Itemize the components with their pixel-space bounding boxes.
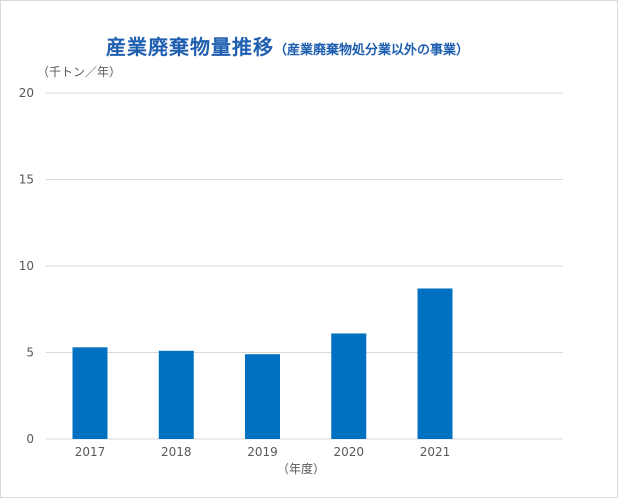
y-tick-label: 20: [19, 86, 34, 100]
bar-2021: [417, 288, 453, 439]
chart-subtitle: （産業廃棄物処分業以外の事業）: [274, 43, 470, 58]
y-tick-label: 0: [26, 432, 34, 446]
bar-2018: [158, 350, 194, 439]
bar-2020: [331, 333, 367, 439]
x-tick-label: 2021: [420, 445, 451, 459]
x-tick-label: 2019: [247, 445, 278, 459]
y-tick-label: 15: [19, 173, 34, 187]
x-axis-label: （年度）: [277, 461, 325, 476]
chart-title-row: 産業廃棄物量推移（産業廃棄物処分業以外の事業）: [106, 31, 469, 60]
bar-2017: [72, 347, 108, 439]
y-tick-label: 5: [26, 346, 34, 360]
chart-title: 産業廃棄物量推移: [106, 35, 274, 59]
x-tick-labels: 2017 2018 2019 2020 2021: [75, 445, 451, 459]
y-axis-label: （千トン／年）: [37, 65, 121, 79]
y-tick-label: 10: [19, 259, 34, 273]
bar-layer: [72, 288, 453, 439]
x-tick-label: 2018: [161, 445, 192, 459]
grid-layer: [46, 92, 563, 440]
x-tick-label: 2017: [75, 445, 106, 459]
y-tick-labels: 0 5 10 15 20: [19, 86, 34, 446]
x-tick-label: 2020: [333, 445, 364, 459]
bar-2019: [245, 354, 280, 439]
